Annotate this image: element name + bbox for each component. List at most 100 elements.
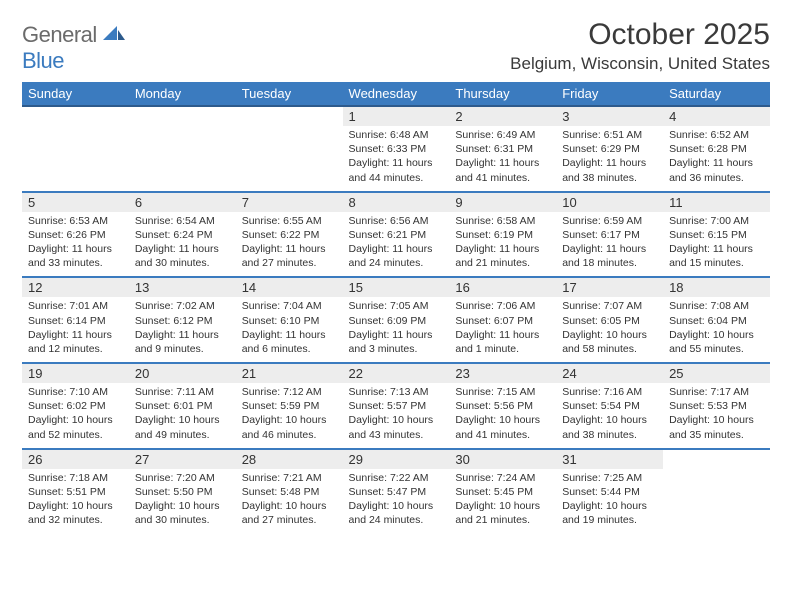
sunrise-text: Sunrise: 7:11 AM (135, 385, 230, 399)
day-number-cell (129, 106, 236, 126)
daylight-text-2: and 38 minutes. (562, 171, 657, 185)
daylight-text-1: Daylight: 10 hours (455, 499, 550, 513)
daylight-text-1: Daylight: 11 hours (455, 242, 550, 256)
daylight-text-2: and 44 minutes. (349, 171, 444, 185)
day-detail-cell: Sunrise: 6:53 AMSunset: 6:26 PMDaylight:… (22, 212, 129, 278)
daylight-text-2: and 18 minutes. (562, 256, 657, 270)
daylight-text-1: Daylight: 10 hours (349, 413, 444, 427)
daylight-text-1: Daylight: 10 hours (562, 328, 657, 342)
daylight-text-1: Daylight: 10 hours (669, 328, 764, 342)
day-number-cell: 25 (663, 363, 770, 383)
sunset-text: Sunset: 5:59 PM (242, 399, 337, 413)
daylight-text-2: and 52 minutes. (28, 428, 123, 442)
daylight-text-2: and 21 minutes. (455, 513, 550, 527)
sunrise-text: Sunrise: 7:15 AM (455, 385, 550, 399)
sunset-text: Sunset: 6:01 PM (135, 399, 230, 413)
day-number-cell: 24 (556, 363, 663, 383)
day-detail-cell (129, 126, 236, 192)
day-number-cell: 1 (343, 106, 450, 126)
day-detail-cell: Sunrise: 7:08 AMSunset: 6:04 PMDaylight:… (663, 297, 770, 363)
day-detail-row: Sunrise: 7:18 AMSunset: 5:51 PMDaylight:… (22, 469, 770, 534)
weekday-header: Wednesday (343, 82, 450, 106)
day-number-cell: 20 (129, 363, 236, 383)
day-number-cell: 23 (449, 363, 556, 383)
daylight-text-2: and 6 minutes. (242, 342, 337, 356)
sunrise-text: Sunrise: 7:05 AM (349, 299, 444, 313)
sunset-text: Sunset: 6:22 PM (242, 228, 337, 242)
day-detail-cell (22, 126, 129, 192)
sunrise-text: Sunrise: 7:06 AM (455, 299, 550, 313)
sunrise-text: Sunrise: 7:04 AM (242, 299, 337, 313)
sunrise-text: Sunrise: 7:00 AM (669, 214, 764, 228)
daylight-text-2: and 30 minutes. (135, 256, 230, 270)
daylight-text-2: and 15 minutes. (669, 256, 764, 270)
day-number-cell: 11 (663, 192, 770, 212)
sunrise-text: Sunrise: 6:48 AM (349, 128, 444, 142)
sunset-text: Sunset: 5:54 PM (562, 399, 657, 413)
daylight-text-1: Daylight: 11 hours (455, 156, 550, 170)
day-number-cell: 21 (236, 363, 343, 383)
page-header: General Blue October 2025 Belgium, Wisco… (22, 18, 770, 74)
day-number-cell: 4 (663, 106, 770, 126)
sunset-text: Sunset: 5:47 PM (349, 485, 444, 499)
daylight-text-2: and 58 minutes. (562, 342, 657, 356)
sunrise-text: Sunrise: 6:49 AM (455, 128, 550, 142)
day-number-cell: 2 (449, 106, 556, 126)
brand-logo: General Blue (22, 18, 125, 74)
brand-word-1: General (22, 22, 97, 47)
daylight-text-2: and 32 minutes. (28, 513, 123, 527)
day-detail-cell: Sunrise: 6:54 AMSunset: 6:24 PMDaylight:… (129, 212, 236, 278)
day-detail-cell: Sunrise: 7:24 AMSunset: 5:45 PMDaylight:… (449, 469, 556, 534)
sunset-text: Sunset: 6:07 PM (455, 314, 550, 328)
day-detail-cell: Sunrise: 7:07 AMSunset: 6:05 PMDaylight:… (556, 297, 663, 363)
day-number-cell: 6 (129, 192, 236, 212)
day-number-cell: 7 (236, 192, 343, 212)
sunset-text: Sunset: 6:09 PM (349, 314, 444, 328)
daylight-text-1: Daylight: 11 hours (135, 242, 230, 256)
daylight-text-1: Daylight: 11 hours (455, 328, 550, 342)
day-number-cell: 28 (236, 449, 343, 469)
daylight-text-1: Daylight: 11 hours (242, 242, 337, 256)
daylight-text-1: Daylight: 10 hours (349, 499, 444, 513)
sunset-text: Sunset: 6:10 PM (242, 314, 337, 328)
daylight-text-1: Daylight: 10 hours (242, 413, 337, 427)
daylight-text-2: and 41 minutes. (455, 171, 550, 185)
sunset-text: Sunset: 5:45 PM (455, 485, 550, 499)
sunset-text: Sunset: 6:14 PM (28, 314, 123, 328)
day-detail-cell: Sunrise: 7:20 AMSunset: 5:50 PMDaylight:… (129, 469, 236, 534)
title-block: October 2025 Belgium, Wisconsin, United … (510, 18, 770, 74)
day-detail-cell: Sunrise: 7:02 AMSunset: 6:12 PMDaylight:… (129, 297, 236, 363)
day-detail-row: Sunrise: 6:48 AMSunset: 6:33 PMDaylight:… (22, 126, 770, 192)
daylight-text-1: Daylight: 11 hours (562, 156, 657, 170)
day-detail-cell: Sunrise: 7:11 AMSunset: 6:01 PMDaylight:… (129, 383, 236, 449)
day-detail-cell: Sunrise: 7:04 AMSunset: 6:10 PMDaylight:… (236, 297, 343, 363)
daylight-text-2: and 3 minutes. (349, 342, 444, 356)
day-number-cell: 15 (343, 277, 450, 297)
day-detail-cell: Sunrise: 6:48 AMSunset: 6:33 PMDaylight:… (343, 126, 450, 192)
sunset-text: Sunset: 5:50 PM (135, 485, 230, 499)
sunrise-text: Sunrise: 6:52 AM (669, 128, 764, 142)
weekday-header: Thursday (449, 82, 556, 106)
sunrise-text: Sunrise: 7:07 AM (562, 299, 657, 313)
sunset-text: Sunset: 5:57 PM (349, 399, 444, 413)
sunset-text: Sunset: 6:19 PM (455, 228, 550, 242)
day-number-cell: 22 (343, 363, 450, 383)
sunset-text: Sunset: 5:53 PM (669, 399, 764, 413)
day-number-cell: 3 (556, 106, 663, 126)
sunset-text: Sunset: 6:05 PM (562, 314, 657, 328)
daylight-text-1: Daylight: 10 hours (562, 499, 657, 513)
day-number-cell: 12 (22, 277, 129, 297)
sunset-text: Sunset: 6:29 PM (562, 142, 657, 156)
daylight-text-1: Daylight: 11 hours (349, 242, 444, 256)
sunset-text: Sunset: 6:31 PM (455, 142, 550, 156)
sunrise-text: Sunrise: 7:17 AM (669, 385, 764, 399)
sunset-text: Sunset: 6:04 PM (669, 314, 764, 328)
day-detail-cell: Sunrise: 6:52 AMSunset: 6:28 PMDaylight:… (663, 126, 770, 192)
day-detail-cell (663, 469, 770, 534)
sunset-text: Sunset: 6:24 PM (135, 228, 230, 242)
day-detail-cell: Sunrise: 7:15 AMSunset: 5:56 PMDaylight:… (449, 383, 556, 449)
daylight-text-1: Daylight: 11 hours (562, 242, 657, 256)
day-number-cell: 10 (556, 192, 663, 212)
sunrise-text: Sunrise: 7:10 AM (28, 385, 123, 399)
sunset-text: Sunset: 6:15 PM (669, 228, 764, 242)
